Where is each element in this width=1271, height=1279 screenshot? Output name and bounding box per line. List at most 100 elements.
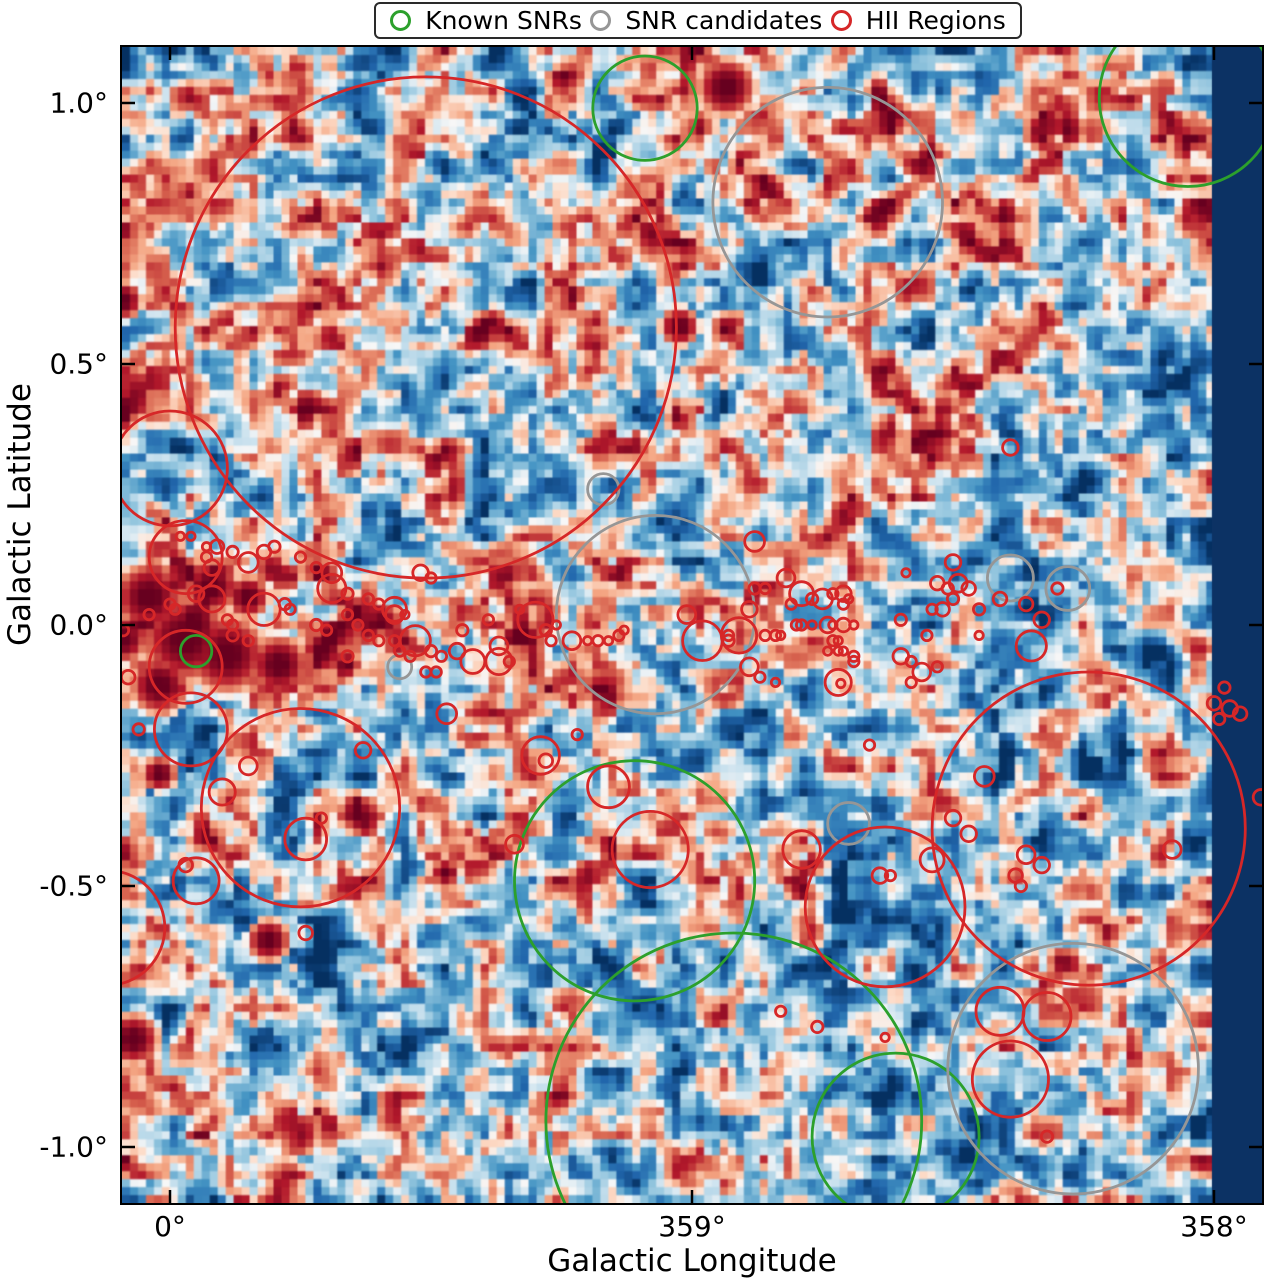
hii-region-circle bbox=[1039, 1129, 1054, 1144]
legend-label: Known SNRs bbox=[425, 6, 582, 35]
hii-region-circle bbox=[924, 602, 939, 616]
plot-area bbox=[119, 44, 1264, 1205]
hii-region-circle bbox=[972, 764, 996, 788]
hii-region-circle bbox=[825, 586, 840, 600]
hii-region-circle bbox=[832, 634, 844, 646]
hii-region-circle bbox=[960, 579, 977, 597]
hii-region-circle bbox=[147, 628, 224, 705]
hii-region-circle bbox=[784, 596, 798, 611]
legend-label: HII Regions bbox=[865, 6, 1006, 35]
legend-item-hii-regions: HII Regions bbox=[830, 6, 1006, 35]
hii-region-circle bbox=[1161, 838, 1182, 860]
known-snr-circle bbox=[512, 758, 756, 1002]
x-tick-label: 0° bbox=[154, 1210, 186, 1243]
hii-region-circle bbox=[199, 706, 401, 908]
hii-region-circle bbox=[752, 670, 767, 684]
snr-candidate-circle bbox=[945, 941, 1200, 1195]
hii-region-circle bbox=[314, 810, 328, 825]
hii-region-circle bbox=[121, 870, 166, 985]
hii-region-circle bbox=[515, 600, 554, 639]
hii-region-circle-group bbox=[121, 74, 1262, 1144]
hii-region-circle bbox=[519, 734, 561, 776]
hii-region-circle bbox=[899, 566, 912, 578]
hii-region-circle bbox=[208, 538, 225, 555]
hii-region-circle bbox=[147, 518, 224, 595]
hii-region-circle bbox=[537, 752, 554, 769]
hii-region-circle bbox=[757, 581, 772, 595]
hii-region-circle bbox=[225, 627, 240, 643]
hii-region-circle bbox=[350, 617, 364, 632]
hii-region-circle bbox=[1013, 878, 1028, 893]
hii-region-circle bbox=[823, 667, 853, 697]
axis-ticks bbox=[121, 46, 1262, 1203]
hii-region-circle bbox=[972, 629, 985, 641]
hii-region-circle bbox=[910, 661, 932, 682]
hii-region-circle bbox=[837, 644, 849, 657]
hii-region-circle bbox=[1231, 705, 1248, 722]
hii-region-circle bbox=[315, 572, 347, 604]
hii-region-circle bbox=[561, 629, 582, 651]
hii-region-circle bbox=[809, 1019, 824, 1034]
hii-region-circle bbox=[503, 833, 525, 854]
hii-region-circle bbox=[173, 74, 678, 580]
snr-candidate-circle bbox=[825, 800, 871, 846]
hii-region-circle bbox=[721, 628, 735, 642]
hii-region-circle bbox=[590, 633, 605, 647]
hii-region-circle bbox=[383, 603, 405, 625]
hii-region-circle bbox=[339, 586, 355, 601]
hii-region-circle bbox=[454, 622, 469, 637]
hii-region-circle bbox=[834, 677, 846, 689]
hii-region-circle bbox=[1032, 610, 1051, 629]
hii-region-circle bbox=[398, 608, 410, 620]
hii-region-circle bbox=[991, 590, 1008, 607]
hii-region-circle bbox=[434, 649, 448, 663]
hii-region-circle bbox=[282, 816, 328, 861]
hii-region-circle bbox=[971, 601, 986, 616]
hii-region-circle bbox=[121, 409, 229, 527]
hii-region-circle bbox=[207, 777, 237, 807]
hii-region-circle bbox=[320, 560, 343, 584]
hii-region-circle bbox=[402, 649, 417, 663]
legend-label: SNR candidates bbox=[625, 6, 823, 35]
hii-region-circle bbox=[168, 602, 182, 616]
snr-candidate-circle bbox=[585, 471, 620, 506]
hii-region-circle bbox=[680, 619, 724, 662]
hii-region-circle bbox=[184, 530, 197, 542]
hii-region-circle bbox=[1251, 787, 1262, 806]
snr-candidate-circle bbox=[985, 553, 1035, 602]
hii-region-circle bbox=[805, 618, 818, 631]
hii-region-circle bbox=[550, 618, 562, 631]
snr-candidate-circle bbox=[711, 85, 944, 318]
hii-region-circle bbox=[974, 985, 1025, 1037]
hii-region-circle bbox=[774, 629, 786, 641]
hii-region-circle bbox=[225, 544, 240, 559]
hii-region-circle bbox=[933, 600, 951, 618]
hii-region-circle bbox=[846, 654, 860, 668]
hii-region-circle bbox=[833, 584, 853, 603]
snr-candidate-circle bbox=[385, 652, 413, 680]
hii-region-circle bbox=[538, 622, 553, 637]
snr-candidate-circle-group bbox=[385, 85, 1200, 1195]
hii-region-circle bbox=[720, 633, 736, 648]
hii-region-circle bbox=[610, 809, 690, 889]
hii-region-circle bbox=[177, 856, 194, 873]
hii-region-circle bbox=[283, 602, 297, 616]
hii-region-circle bbox=[773, 1004, 787, 1018]
hii-region-circle bbox=[434, 701, 458, 725]
y-tick-label: 1.0° bbox=[49, 86, 108, 120]
hii-region-circle bbox=[543, 633, 558, 647]
hii-region-circle bbox=[878, 1031, 891, 1043]
hii-region-circle bbox=[387, 633, 401, 647]
hii-region-circle bbox=[266, 539, 281, 554]
hii-region-circle bbox=[447, 641, 466, 660]
hii-region-circle bbox=[1032, 855, 1051, 874]
hii-region-circle-icon bbox=[830, 10, 852, 31]
hii-region-circle bbox=[241, 633, 255, 647]
hii-region-circle bbox=[789, 617, 803, 632]
hii-region-circle bbox=[423, 643, 438, 658]
hii-region-circle bbox=[423, 570, 438, 585]
hii-region-circle bbox=[1017, 595, 1034, 612]
hii-region-circle bbox=[245, 591, 282, 627]
hii-region-circle bbox=[943, 552, 962, 572]
legend: Known SNRs SNR candidates HII Regions bbox=[374, 2, 1022, 39]
